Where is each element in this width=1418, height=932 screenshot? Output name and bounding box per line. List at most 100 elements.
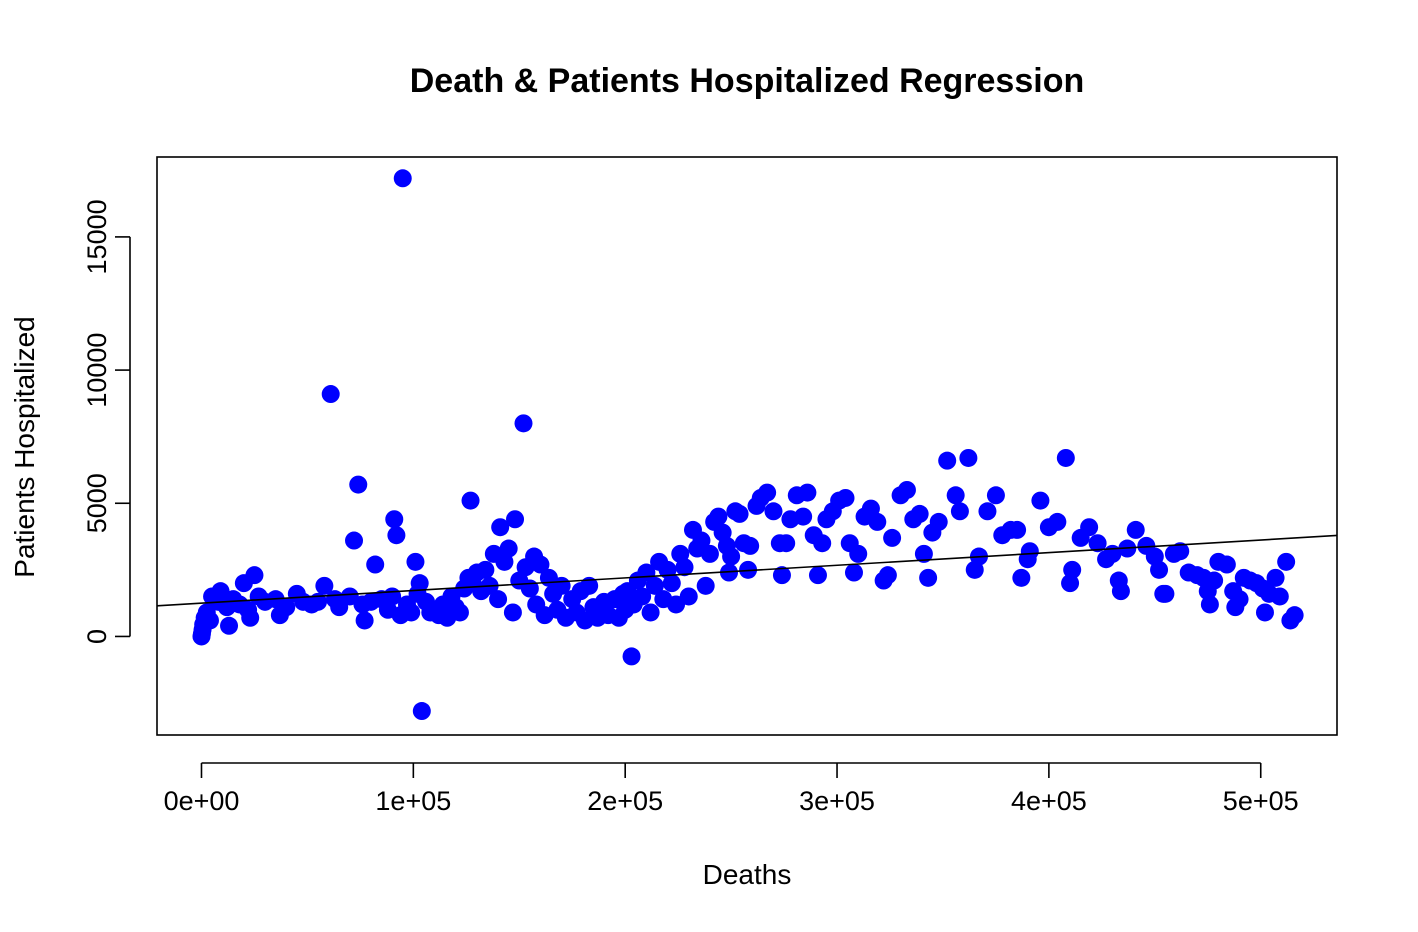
data-point: [514, 414, 533, 433]
data-point: [1031, 491, 1050, 510]
data-point: [868, 512, 887, 531]
data-point: [450, 603, 469, 622]
data-point: [798, 483, 817, 502]
data-point: [315, 576, 334, 595]
data-point: [499, 539, 518, 558]
x-tick-label: 4e+05: [1011, 786, 1087, 816]
data-point: [461, 491, 480, 510]
data-point: [986, 486, 1005, 505]
y-tick-label: 5000: [82, 473, 112, 533]
data-point: [1020, 542, 1039, 561]
data-point: [777, 534, 796, 553]
data-point: [1255, 603, 1274, 622]
data-point: [277, 598, 296, 617]
data-point: [1171, 542, 1190, 561]
data-point: [580, 576, 599, 595]
axes: 0e+00 1e+05 2e+05 3e+05 4e+05 5e+05 0 5000 10000…: [82, 156, 1338, 816]
chart-title: Death & Patients Hospitalized Regression: [410, 62, 1085, 100]
data-point: [641, 603, 660, 622]
data-point: [1217, 555, 1236, 574]
data-point: [385, 510, 404, 529]
x-tick-label: 0e+00: [164, 786, 240, 816]
data-point: [758, 483, 777, 502]
data-point: [883, 528, 902, 547]
data-point: [1277, 552, 1296, 571]
y-tick-label: 10000: [82, 333, 112, 408]
data-point: [393, 169, 412, 188]
data-point: [700, 544, 719, 563]
data-point: [772, 566, 791, 585]
data-point: [910, 504, 929, 523]
data-point: [506, 510, 525, 529]
data-point: [1200, 595, 1219, 614]
data-point: [1205, 571, 1224, 590]
data-point: [355, 611, 374, 630]
data-point: [764, 502, 783, 521]
data-point: [200, 611, 219, 630]
data-point: [476, 560, 495, 579]
data-point: [633, 587, 652, 606]
data-point: [309, 592, 328, 611]
data-point: [412, 702, 431, 721]
data-point: [836, 488, 855, 507]
data-point: [741, 536, 760, 555]
data-point: [730, 504, 749, 523]
plot-frame: [156, 156, 1338, 736]
data-point: [675, 558, 694, 577]
data-point: [849, 544, 868, 563]
data-point: [813, 534, 832, 553]
data-point: [950, 502, 969, 521]
data-point: [719, 563, 738, 582]
y-axis-label: Patients Hospitalized: [9, 316, 40, 577]
plot-area: [157, 169, 1337, 721]
data-point: [929, 512, 948, 531]
data-point: [1111, 582, 1130, 601]
data-point: [1126, 520, 1145, 539]
data-point: [844, 563, 863, 582]
data-point: [1048, 512, 1067, 531]
x-axis-label: Deaths: [703, 859, 792, 890]
data-point: [1061, 574, 1080, 593]
regression-line: [157, 534, 1337, 607]
data-point: [1270, 587, 1289, 606]
data-point: [241, 608, 260, 627]
data-point: [1088, 534, 1107, 553]
data-point: [946, 486, 965, 505]
data-point: [531, 555, 550, 574]
data-point: [366, 555, 385, 574]
data-point: [645, 576, 664, 595]
data-point: [387, 526, 406, 545]
data-point: [503, 603, 522, 622]
x-tick-label: 3e+05: [799, 786, 875, 816]
data-point: [1063, 560, 1082, 579]
y-tick-label: 0: [82, 629, 112, 644]
data-point: [897, 480, 916, 499]
data-point: [878, 566, 897, 585]
x-tick-label: 5e+05: [1223, 786, 1299, 816]
data-point: [402, 603, 421, 622]
data-point: [919, 568, 938, 587]
data-point: [1150, 560, 1169, 579]
data-point: [220, 616, 239, 635]
data-point: [1156, 584, 1175, 603]
data-point: [1012, 568, 1031, 587]
x-tick-label: 1e+05: [375, 786, 451, 816]
data-point: [410, 574, 429, 593]
data-point: [978, 502, 997, 521]
data-point: [808, 566, 827, 585]
x-tick-label: 2e+05: [587, 786, 663, 816]
data-point: [1080, 518, 1099, 537]
data-point: [491, 518, 510, 537]
data-point: [722, 547, 741, 566]
data-point: [1008, 520, 1027, 539]
data-point: [861, 499, 880, 518]
data-point: [959, 448, 978, 467]
data-point: [679, 587, 698, 606]
data-point: [696, 576, 715, 595]
data-point: [1056, 448, 1075, 467]
data-point: [345, 531, 364, 550]
data-point: [1266, 568, 1285, 587]
data-point: [321, 385, 340, 404]
data-point: [794, 507, 813, 526]
